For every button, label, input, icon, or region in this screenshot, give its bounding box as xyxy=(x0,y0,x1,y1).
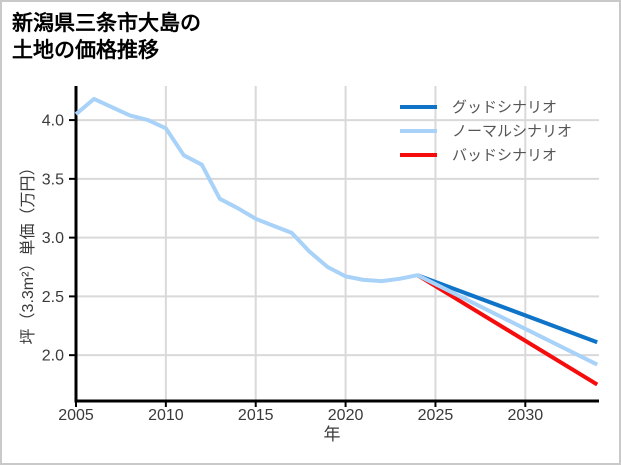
x-tick-label: 2010 xyxy=(148,407,184,424)
x-tick-label: 2025 xyxy=(418,407,454,424)
chart-title-line1: 新潟県三条市大島の xyxy=(12,12,201,35)
legend-label-good: グッドシナリオ xyxy=(452,99,557,116)
legend-label-normal: ノーマルシナリオ xyxy=(452,123,572,140)
x-tick-label: 2015 xyxy=(238,407,274,424)
x-tick-label: 2030 xyxy=(508,407,544,424)
x-axis-title: 年 xyxy=(324,425,341,444)
legend-label-bad: バッドシナリオ xyxy=(452,147,557,164)
x-tick-label: 2020 xyxy=(328,407,364,424)
series-line-good xyxy=(416,273,598,345)
y-tick-label: 4.0 xyxy=(42,113,64,130)
series-line-bad xyxy=(416,273,599,387)
y-tick-label: 3.5 xyxy=(42,171,64,188)
y-tick-label: 2.5 xyxy=(42,289,64,306)
chart-title: 新潟県三条市大島の 土地の価格推移 xyxy=(12,10,201,64)
chart-title-line2: 土地の価格推移 xyxy=(12,39,159,62)
series-line-normal xyxy=(74,96,599,367)
y-axis-title: 坪（3.3m²）単価（万円） xyxy=(19,160,37,345)
y-tick-label: 2.0 xyxy=(42,348,64,365)
x-tick-label: 2005 xyxy=(58,407,94,424)
y-tick-label: 3.0 xyxy=(42,230,64,247)
